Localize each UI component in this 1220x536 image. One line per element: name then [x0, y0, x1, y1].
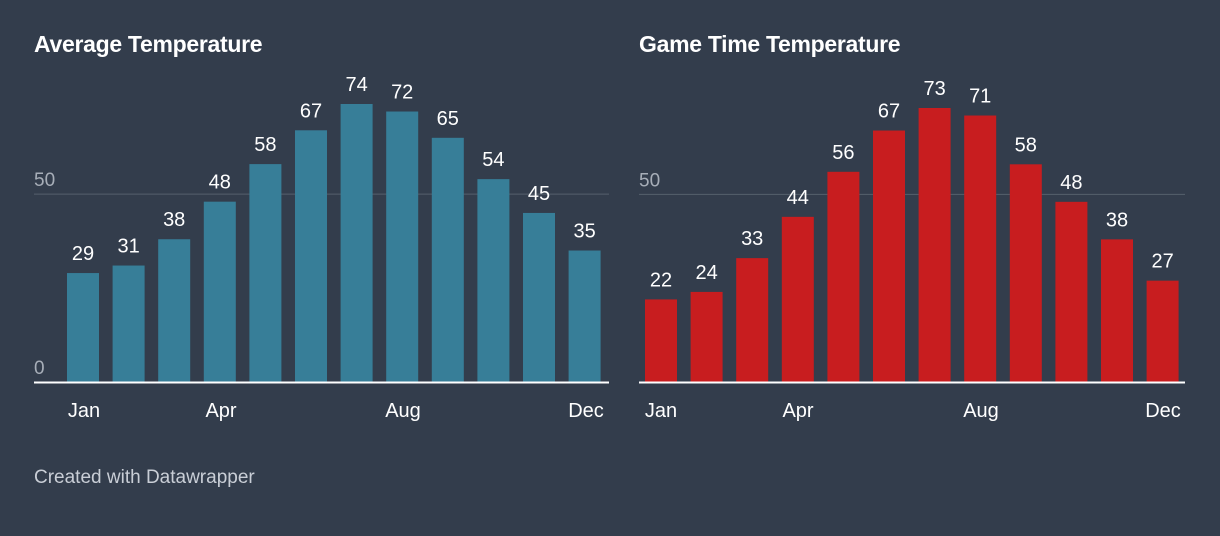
gametime-x-tick-label-apr: Apr — [782, 400, 813, 422]
gametime-bar-oct — [1055, 201, 1088, 382]
average-bar-dec — [568, 250, 601, 382]
gametime-value-label-apr: 44 — [787, 187, 809, 209]
average-x-tick-label-jan: Jan — [68, 400, 100, 422]
gametime-bar-dec — [1146, 280, 1179, 382]
gametime-value-label-sep: 58 — [1015, 134, 1037, 156]
game-time-temperature-chart: 50 22 24 33 44 56 67 73 71 58 48 38 27 Jan Apr Aug Dec — [639, 78, 1185, 422]
gametime-bar-may — [827, 171, 860, 382]
average-value-label-jul: 74 — [345, 74, 367, 96]
average-bar-jul — [340, 104, 373, 382]
average-x-tick-label-apr: Apr — [205, 400, 236, 422]
credit-footer: Created with Datawrapper — [34, 467, 255, 488]
gametime-value-label-aug: 71 — [969, 86, 991, 108]
gametime-bar-jul — [918, 108, 951, 382]
chart-title-game-time-temperature: Game Time Temperature — [639, 31, 901, 57]
gametime-value-label-may: 56 — [832, 142, 854, 164]
chart-title-average-temperature: Average Temperature — [34, 31, 263, 57]
average-value-label-apr: 48 — [209, 172, 231, 194]
average-bar-feb — [112, 265, 145, 382]
average-bar-jun — [295, 130, 327, 382]
average-bar-apr — [203, 201, 236, 382]
average-bar-mar — [158, 239, 191, 382]
gametime-bar-aug — [964, 115, 997, 383]
gametime-x-tick-label-jan: Jan — [645, 400, 677, 422]
gametime-value-label-jan: 22 — [650, 269, 672, 291]
gametime-bar-nov — [1101, 239, 1133, 382]
average-bar-may — [249, 164, 282, 382]
average-y-tick-label-0: 0 — [34, 358, 45, 379]
gametime-bar-jun — [873, 130, 905, 382]
average-value-label-jan: 29 — [72, 243, 94, 265]
gametime-x-tick-label-aug: Aug — [963, 400, 999, 422]
average-value-label-dec: 35 — [573, 221, 595, 243]
gametime-value-label-jul: 73 — [923, 78, 945, 100]
average-bar-aug — [386, 111, 419, 382]
gametime-value-label-nov: 38 — [1106, 209, 1128, 231]
average-bar-oct — [477, 179, 510, 382]
average-value-label-sep: 65 — [437, 108, 459, 130]
average-value-label-nov: 45 — [528, 183, 550, 205]
average-y-tick-label-50: 50 — [34, 170, 55, 191]
gametime-bar-apr — [781, 216, 814, 382]
average-value-label-may: 58 — [254, 134, 276, 156]
average-bar-jan — [67, 273, 99, 382]
gametime-bar-feb — [690, 291, 723, 382]
gametime-bar-sep — [1009, 164, 1042, 382]
average-value-label-jun: 67 — [300, 100, 322, 122]
average-value-label-feb: 31 — [117, 236, 139, 258]
gametime-value-label-oct: 48 — [1060, 172, 1082, 194]
gametime-value-label-dec: 27 — [1151, 251, 1173, 273]
average-value-label-mar: 38 — [163, 209, 185, 231]
gametime-bar-jan — [645, 299, 677, 382]
gametime-value-label-mar: 33 — [741, 228, 763, 250]
gametime-value-label-feb: 24 — [695, 262, 717, 284]
gametime-x-tick-label-dec: Dec — [1145, 400, 1181, 422]
average-bar-sep — [431, 137, 464, 382]
average-temperature-chart: 0 50 29 31 38 48 58 67 74 72 65 54 45 35 Jan Apr Aug Dec — [34, 74, 609, 422]
average-value-label-aug: 72 — [391, 82, 413, 104]
average-bar-nov — [523, 212, 555, 382]
gametime-bar-mar — [736, 258, 769, 382]
gametime-value-label-jun: 67 — [878, 101, 900, 123]
gametime-y-tick-label-50: 50 — [639, 170, 660, 191]
average-x-tick-label-dec: Dec — [568, 400, 604, 422]
average-value-label-oct: 54 — [482, 149, 504, 171]
average-x-tick-label-aug: Aug — [385, 400, 421, 422]
